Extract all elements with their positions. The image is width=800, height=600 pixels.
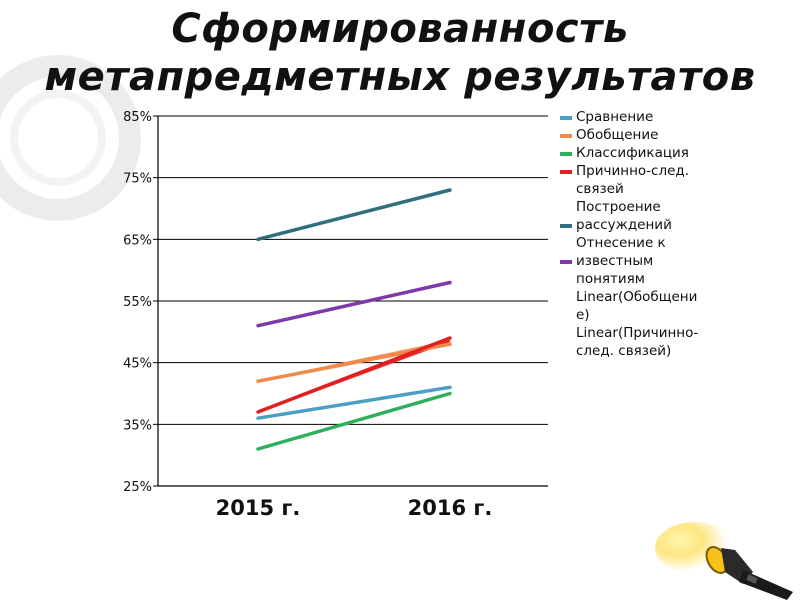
- legend-item: е): [560, 306, 790, 324]
- legend-label: Причинно-след.: [576, 163, 690, 179]
- y-tick-label: 45%: [123, 357, 152, 372]
- legend-label: Построение: [576, 199, 661, 215]
- legend-label: понятиям: [576, 271, 645, 287]
- legend-label: Linear(Обобщени: [576, 289, 698, 305]
- legend-item: Linear(Обобщени: [560, 288, 790, 306]
- series-line: [256, 188, 452, 242]
- ring-decoration-inner: [10, 90, 106, 186]
- legend-label: Отнесение к: [576, 235, 666, 251]
- series-line: [256, 280, 452, 328]
- series-line: [256, 336, 452, 414]
- legend-item: понятиям: [560, 270, 790, 288]
- legend-label: рассуждений: [576, 217, 672, 233]
- y-tick-label: 65%: [123, 233, 152, 248]
- axes: [157, 116, 548, 487]
- x-tick-label: 2015 г.: [216, 496, 301, 520]
- y-tick-label: 35%: [123, 418, 152, 433]
- legend-item: известным: [560, 252, 790, 270]
- grid-lines: [153, 115, 548, 487]
- legend-item: след. связей): [560, 342, 790, 360]
- legend-label: связей: [576, 181, 624, 197]
- legend-item: Linear(Причинно-: [560, 324, 790, 342]
- legend-swatch: [560, 134, 572, 138]
- y-tick-labels: 25% 35% 45% 55% 65% 75% 85%: [123, 110, 152, 495]
- legend-swatch: [560, 152, 572, 156]
- legend-item: Отнесение к: [560, 234, 790, 252]
- legend-swatch: [560, 116, 572, 120]
- ring-decoration-outer: [0, 55, 141, 221]
- legend-label: Обобщение: [576, 127, 659, 143]
- y-tick-label: 25%: [123, 480, 152, 495]
- legend-label: Классификация: [576, 145, 689, 161]
- legend-item: Причинно-след.: [560, 162, 790, 180]
- y-tick-label: 75%: [123, 172, 152, 187]
- legend-label: е): [576, 307, 590, 323]
- series-line: [256, 385, 452, 420]
- y-tick-label: 55%: [123, 295, 152, 310]
- y-tick-label: 85%: [123, 110, 152, 125]
- legend-item: Построение: [560, 198, 790, 216]
- page-title-line-2: метапредметных результатов: [44, 54, 756, 100]
- legend-label: известным: [576, 253, 654, 269]
- chart-legend: Сравнение Обобщение Классификация Причинно-…: [560, 108, 790, 360]
- legend-item: Классификация: [560, 144, 790, 162]
- legend-label: след. связей): [576, 343, 672, 359]
- legend-item: рассуждений: [560, 216, 790, 234]
- legend-swatch: [560, 170, 572, 174]
- flashlight-icon: [655, 522, 793, 600]
- legend-item: Сравнение: [560, 108, 790, 126]
- legend-label: Сравнение: [576, 109, 654, 125]
- series-lines: [256, 188, 452, 451]
- series-line: [256, 391, 452, 451]
- legend-swatch: [560, 224, 572, 228]
- x-tick-labels: 2015 г. 2016 г.: [216, 496, 493, 520]
- legend-swatch: [560, 260, 572, 264]
- x-tick-label: 2016 г.: [408, 496, 493, 520]
- legend-item: Обобщение: [560, 126, 790, 144]
- legend-label: Linear(Причинно-: [576, 325, 699, 341]
- legend-item: связей: [560, 180, 790, 198]
- page-title-line-1: Сформированность: [171, 6, 629, 52]
